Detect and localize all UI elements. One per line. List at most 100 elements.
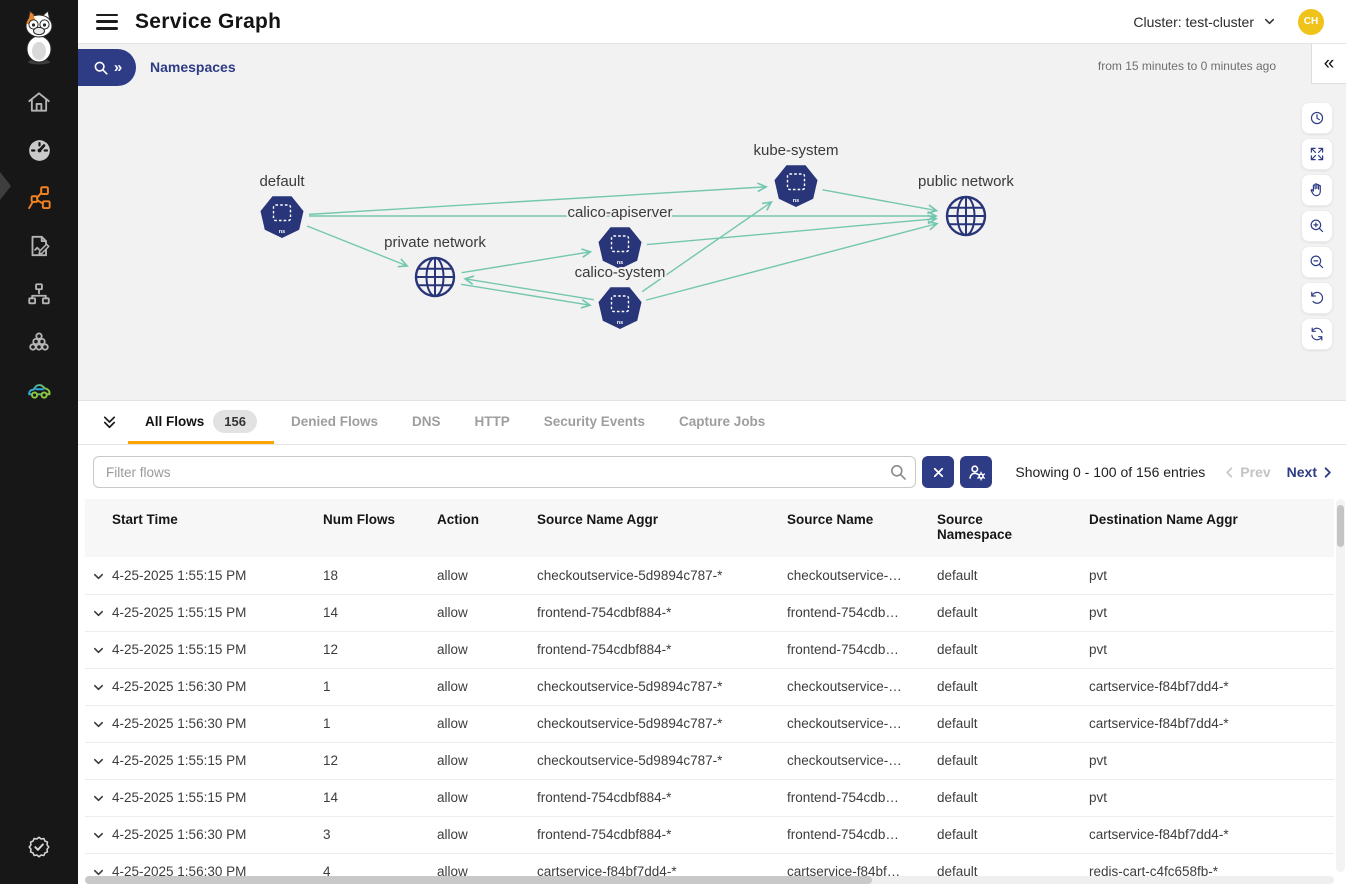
sidebar-item-workloads[interactable]	[0, 318, 78, 366]
pan-hand-icon	[1310, 183, 1321, 197]
graph-node-default[interactable]: ns	[260, 196, 304, 238]
graph-edge-private-network-to-calico-apiserver[interactable]	[461, 252, 591, 274]
tab-http[interactable]: HTTP	[458, 401, 527, 444]
vertical-scrollbar-thumb[interactable]	[1337, 505, 1344, 547]
svg-text:ns: ns	[279, 229, 285, 235]
filter-flows-input[interactable]	[93, 456, 916, 488]
user-avatar[interactable]: CH	[1298, 8, 1324, 35]
dashed-square-icon	[610, 295, 630, 313]
next-page-button[interactable]: Next	[1287, 464, 1334, 480]
graph-edge-calico-system-to-private-network[interactable]	[465, 279, 594, 301]
row-expander[interactable]	[85, 853, 112, 878]
graph-edge-calico-system-to-kube-system[interactable]	[641, 202, 771, 293]
row-expander[interactable]	[85, 668, 112, 706]
graph-edge-default-to-private-network[interactable]	[306, 225, 407, 266]
table-row[interactable]: 4-25-2025 1:56:30 PM 1 allow checkoutser…	[85, 668, 1334, 706]
tab-security-events[interactable]: Security Events	[527, 401, 662, 444]
table-row[interactable]: 4-25-2025 1:55:15 PM 12 allow frontend-7…	[85, 631, 1334, 669]
column-header: Action	[437, 512, 479, 527]
graph-node-calico-system[interactable]: ns	[598, 287, 642, 329]
calico-cat-logo[interactable]	[16, 8, 62, 66]
sidebar-item-network-topology[interactable]	[0, 270, 78, 318]
graph-node-calico-apiserver[interactable]: ns	[598, 227, 642, 269]
collapse-flows-button[interactable]	[90, 401, 128, 444]
svg-text:ns: ns	[793, 198, 799, 204]
sidebar-item-home[interactable]	[0, 78, 78, 126]
expand-button[interactable]	[1301, 138, 1333, 170]
row-expander[interactable]	[85, 742, 112, 780]
chevron-down-icon	[93, 684, 104, 691]
table-row[interactable]: 4-25-2025 1:55:15 PM 18 allow checkoutse…	[85, 557, 1334, 595]
row-expander[interactable]	[85, 557, 112, 595]
collapse-panel-button[interactable]: «	[1311, 44, 1346, 84]
graph-edge-calico-system-to-public-network[interactable]	[645, 224, 937, 301]
graph-node-kube-system[interactable]: ns	[774, 165, 818, 207]
graph-node-public-network[interactable]	[945, 195, 987, 237]
graph-node-label: private network	[384, 234, 486, 251]
graph-node-label: calico-apiserver	[567, 204, 672, 221]
undo-button[interactable]	[1301, 282, 1333, 314]
refresh-button[interactable]	[1301, 318, 1333, 350]
horizontal-scrollbar-thumb[interactable]	[85, 876, 872, 884]
prev-page-button[interactable]: Prev	[1223, 464, 1271, 480]
column-header: Source Name Aggr	[537, 512, 659, 527]
network-topology-icon	[28, 283, 50, 305]
sidebar-item-dashboard[interactable]	[0, 126, 78, 174]
row-expander[interactable]	[85, 816, 112, 854]
customize-columns-button[interactable]	[960, 456, 992, 488]
dashboard-gauge-icon	[28, 139, 50, 161]
search-icon	[889, 463, 907, 486]
close-icon	[933, 467, 943, 477]
history-clock-button[interactable]	[1301, 102, 1333, 134]
zoom-in-button[interactable]	[1301, 210, 1333, 242]
graph-edge-kube-system-to-public-network[interactable]	[822, 189, 937, 211]
chevron-down-icon	[93, 721, 104, 728]
column-header: Num Flows	[323, 512, 396, 527]
chevron-down-icon	[93, 832, 104, 839]
graph-edge-private-network-to-calico-system[interactable]	[461, 283, 590, 305]
zoom-out-button[interactable]	[1301, 246, 1333, 278]
table-row[interactable]: 4-25-2025 1:55:15 PM 14 allow frontend-7…	[85, 779, 1334, 817]
table-row[interactable]: 4-25-2025 1:56:30 PM 1 allow checkoutser…	[85, 705, 1334, 743]
row-expander[interactable]	[85, 631, 112, 669]
graph-edge-calico-apiserver-to-public-network[interactable]	[646, 219, 936, 246]
history-clock-icon	[1310, 111, 1324, 125]
tab-all-flows[interactable]: All Flows 156	[128, 401, 274, 444]
chevron-left-double-icon: «	[1323, 52, 1335, 74]
tab-label: Security Events	[543, 413, 646, 429]
graph-edge-default-to-kube-system[interactable]	[308, 187, 766, 216]
row-expander[interactable]	[85, 705, 112, 743]
next-label: Next	[1286, 464, 1317, 480]
cluster-selector[interactable]: Cluster: test-cluster	[1133, 14, 1276, 30]
table-row[interactable]: 4-25-2025 1:56:30 PM 3 allow frontend-75…	[85, 816, 1334, 854]
row-expander[interactable]	[85, 779, 112, 817]
tab-denied-flows[interactable]: Denied Flows	[274, 401, 395, 444]
clear-filter-button[interactable]	[922, 456, 954, 488]
tab-dns[interactable]: DNS	[395, 401, 458, 444]
service-graph-canvas: ns default private network ns calico-apiserv…	[257, 140, 1016, 329]
refresh-icon	[1311, 327, 1323, 341]
table-row[interactable]: 4-25-2025 1:55:15 PM 12 allow checkoutse…	[85, 742, 1334, 780]
sidebar-item-policies[interactable]	[0, 222, 78, 270]
expand-icon	[1310, 147, 1324, 161]
page-title: Service Graph	[135, 9, 282, 33]
graph-search-button[interactable]: »	[78, 49, 136, 86]
sidebar-item-image-assurance[interactable]	[0, 365, 78, 413]
sidebar-item-certificates[interactable]	[0, 823, 78, 871]
graph-node-label: kube-system	[753, 142, 838, 159]
tab-capture-jobs[interactable]: Capture Jobs	[662, 401, 782, 444]
graph-tools	[1301, 102, 1333, 350]
table-row[interactable]: 4-25-2025 1:56:30 PM 4 allow cartservice…	[85, 853, 1334, 878]
breadcrumb[interactable]: Namespaces	[150, 59, 236, 75]
filter-row: Showing 0 - 100 of 156 entries Prev Next	[93, 456, 1334, 488]
row-expander[interactable]	[85, 594, 112, 632]
graph-node-private-network[interactable]	[414, 256, 456, 298]
hamburger-menu-icon[interactable]	[96, 13, 118, 30]
cluster-selector-label: Cluster: test-cluster	[1133, 13, 1254, 30]
table-row[interactable]: 4-25-2025 1:55:15 PM 14 allow frontend-7…	[85, 594, 1334, 632]
home-icon	[28, 92, 50, 112]
sidebar-item-service-graph[interactable]	[0, 174, 78, 222]
pan-hand-button[interactable]	[1301, 174, 1333, 206]
tab-label: HTTP	[474, 413, 510, 429]
chevron-right-double-icon: »	[113, 59, 122, 76]
